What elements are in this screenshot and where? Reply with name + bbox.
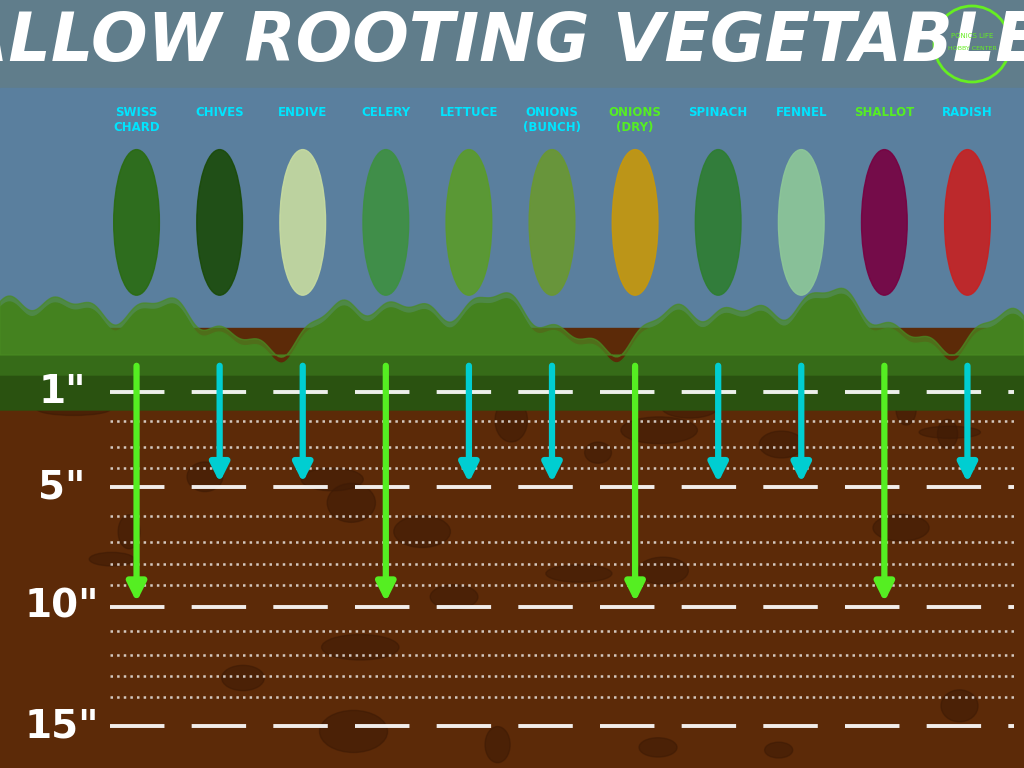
Bar [0, 0, 1024, 88]
Text: 5": 5" [38, 468, 86, 506]
Ellipse shape [585, 442, 611, 463]
Text: SHALLOT: SHALLOT [854, 106, 914, 119]
Ellipse shape [118, 515, 140, 549]
Ellipse shape [612, 150, 658, 295]
Text: LETTUCE: LETTUCE [439, 106, 498, 119]
Ellipse shape [639, 738, 677, 757]
Ellipse shape [941, 690, 978, 722]
Ellipse shape [114, 150, 160, 295]
Ellipse shape [37, 402, 111, 415]
Ellipse shape [346, 365, 403, 408]
Ellipse shape [485, 727, 510, 763]
Ellipse shape [280, 150, 326, 295]
Text: FENNEL: FENNEL [775, 106, 827, 119]
Text: 1": 1" [38, 373, 86, 411]
Ellipse shape [319, 710, 387, 753]
Ellipse shape [446, 150, 492, 295]
Bar [0, 328, 1024, 768]
Ellipse shape [896, 392, 916, 425]
Ellipse shape [197, 150, 243, 295]
Ellipse shape [759, 431, 804, 458]
Ellipse shape [546, 565, 612, 582]
Ellipse shape [421, 358, 452, 402]
Ellipse shape [187, 462, 223, 492]
Ellipse shape [322, 634, 399, 660]
Ellipse shape [529, 150, 574, 295]
Ellipse shape [301, 468, 364, 491]
Text: CELERY: CELERY [361, 106, 411, 119]
Ellipse shape [920, 426, 980, 439]
Ellipse shape [938, 419, 957, 449]
Ellipse shape [695, 150, 741, 295]
Text: 10": 10" [25, 588, 99, 626]
Ellipse shape [662, 396, 719, 418]
Text: ENDIVE: ENDIVE [279, 106, 328, 119]
Text: 15": 15" [25, 707, 99, 745]
Ellipse shape [221, 665, 264, 690]
Text: HOBBY CENTER: HOBBY CENTER [947, 45, 996, 51]
Ellipse shape [327, 483, 376, 522]
Ellipse shape [638, 557, 688, 584]
Ellipse shape [430, 584, 478, 609]
Bar [0, 88, 1024, 368]
Ellipse shape [394, 516, 451, 548]
Ellipse shape [495, 399, 527, 442]
Ellipse shape [89, 552, 134, 566]
Text: CHIVES: CHIVES [196, 106, 244, 119]
Text: RADISH: RADISH [942, 106, 993, 119]
Ellipse shape [872, 515, 929, 541]
Text: SWISS
CHARD: SWISS CHARD [114, 106, 160, 134]
Ellipse shape [765, 742, 793, 758]
Text: SHALLOW ROOTING VEGETABLES: SHALLOW ROOTING VEGETABLES [0, 9, 1024, 75]
Ellipse shape [861, 150, 907, 295]
Text: ONIONS
(BUNCH): ONIONS (BUNCH) [523, 106, 581, 134]
Text: ONIONS
(DRY): ONIONS (DRY) [608, 106, 662, 134]
Ellipse shape [621, 417, 697, 444]
Text: PONICS LIFE: PONICS LIFE [951, 33, 993, 39]
Text: SPINACH: SPINACH [688, 106, 748, 119]
Ellipse shape [944, 150, 990, 295]
Ellipse shape [778, 150, 824, 295]
Ellipse shape [362, 150, 409, 295]
